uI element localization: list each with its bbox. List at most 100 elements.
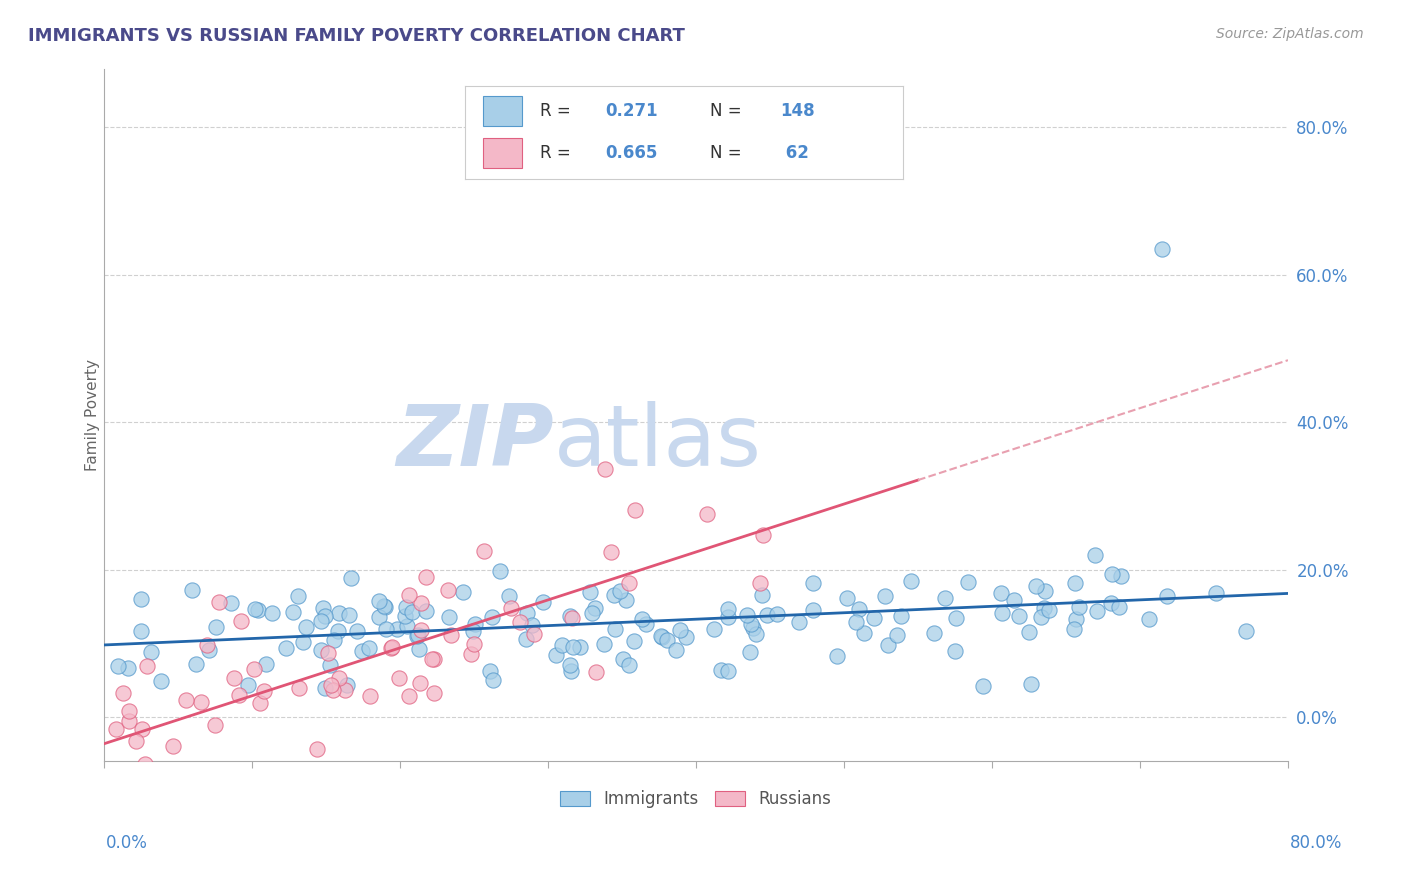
Point <box>117 779 139 793</box>
Point <box>844 615 866 629</box>
Point <box>398 689 420 703</box>
Point <box>186 657 208 671</box>
Point <box>238 678 260 692</box>
Point <box>359 690 381 704</box>
Point <box>422 652 444 666</box>
Point <box>131 723 153 737</box>
Point <box>198 642 221 657</box>
Point <box>150 674 173 689</box>
Text: 0.0%: 0.0% <box>105 834 148 852</box>
Point <box>415 570 437 584</box>
Point <box>957 575 980 590</box>
Point <box>560 664 582 678</box>
Point <box>1033 584 1056 599</box>
Point <box>112 686 135 700</box>
Point <box>368 609 391 624</box>
Point <box>276 641 298 656</box>
Point <box>634 616 657 631</box>
Point <box>243 601 266 615</box>
Point <box>789 615 811 629</box>
Point <box>523 627 546 641</box>
Point <box>900 574 922 588</box>
Point <box>890 609 912 624</box>
Point <box>852 626 875 640</box>
Point <box>463 624 485 639</box>
Point <box>520 618 543 632</box>
Point <box>751 588 773 602</box>
Point <box>827 648 849 663</box>
Point <box>669 624 692 638</box>
Point <box>561 611 583 625</box>
Point <box>368 594 391 608</box>
Point <box>463 637 485 651</box>
Point <box>162 739 184 753</box>
Point <box>1029 610 1052 624</box>
Point <box>922 626 945 640</box>
Point <box>337 608 360 623</box>
Point <box>1084 548 1107 562</box>
Point <box>409 596 432 610</box>
Point <box>752 528 775 542</box>
Point <box>307 741 329 756</box>
Point <box>515 632 537 647</box>
Point <box>696 507 718 521</box>
Point <box>208 595 231 609</box>
Point <box>665 643 688 657</box>
Point <box>117 661 139 675</box>
Point <box>219 596 242 610</box>
Point <box>437 610 460 624</box>
Point <box>472 544 495 558</box>
Point <box>1069 599 1091 614</box>
Point <box>1101 566 1123 581</box>
Point <box>309 614 332 628</box>
Point <box>423 651 446 665</box>
Point <box>128 770 150 784</box>
Point <box>292 635 315 649</box>
Point <box>631 612 654 626</box>
Point <box>319 678 342 692</box>
Point <box>1152 242 1174 256</box>
Point <box>675 630 697 644</box>
Point <box>585 665 607 679</box>
Point <box>105 723 128 737</box>
Point <box>401 605 423 619</box>
Point <box>745 626 768 640</box>
Point <box>118 714 141 729</box>
Point <box>253 684 276 698</box>
Point <box>873 589 896 603</box>
Point <box>1008 608 1031 623</box>
Point <box>464 616 486 631</box>
Point <box>373 599 395 613</box>
Point <box>748 575 770 590</box>
Point <box>801 575 824 590</box>
Point <box>717 609 740 624</box>
Point <box>394 609 416 624</box>
Point <box>405 629 427 643</box>
Point <box>612 652 634 666</box>
Point <box>593 462 616 476</box>
Point <box>972 679 994 693</box>
Point <box>581 606 603 620</box>
Point <box>562 640 585 654</box>
Point <box>247 603 270 617</box>
Legend: Immigrants, Russians: Immigrants, Russians <box>554 784 838 815</box>
Point <box>408 641 430 656</box>
Point <box>359 641 381 656</box>
Point <box>190 695 212 709</box>
Point <box>409 676 432 690</box>
Text: ZIP: ZIP <box>396 401 554 484</box>
Point <box>603 622 626 636</box>
Point <box>205 620 228 634</box>
Point <box>181 582 204 597</box>
Point <box>710 663 733 677</box>
Point <box>326 624 349 639</box>
Text: Source: ZipAtlas.com: Source: ZipAtlas.com <box>1216 27 1364 41</box>
Y-axis label: Family Poverty: Family Poverty <box>86 359 100 471</box>
Point <box>703 623 725 637</box>
Point <box>395 599 418 614</box>
Point <box>422 686 444 700</box>
Point <box>1205 586 1227 600</box>
Point <box>314 608 336 623</box>
Point <box>195 639 218 653</box>
Point <box>242 662 264 676</box>
